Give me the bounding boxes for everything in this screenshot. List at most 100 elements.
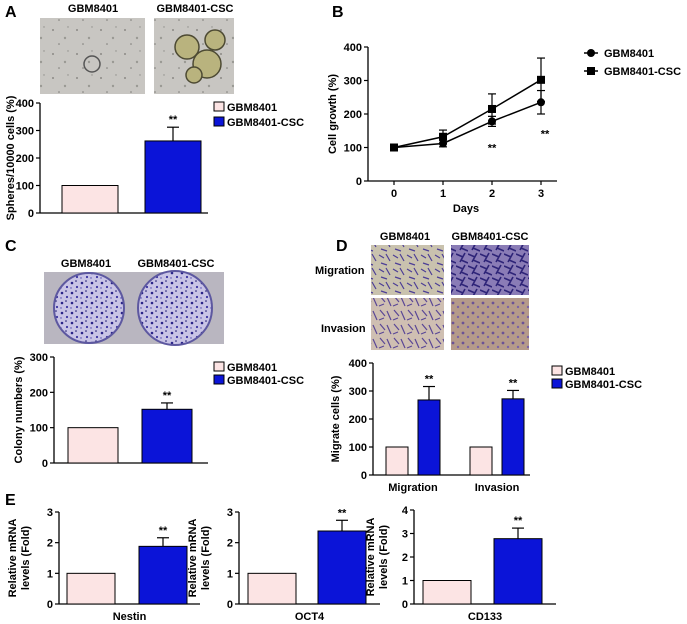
chart-b-ytick-label: 200	[344, 109, 362, 121]
chart-e-nestin-ytick-label: 0	[47, 599, 53, 611]
legend-c-label-control: GBM8401	[227, 362, 277, 374]
chart-e-nestin-ylabel: Relative mRNAlevels (Fold)	[7, 519, 32, 598]
chart-d-ticks: 0 100 200 300 400	[349, 358, 373, 482]
panel-c-label: C	[5, 238, 17, 255]
chart-a-ytick-label: 400	[16, 98, 34, 110]
chart-b-xtick-label: 3	[538, 188, 544, 200]
chart-a-bar-1	[144, 140, 202, 214]
chart-e-cd133-ytick-label: 0	[402, 599, 408, 611]
chart-e-oct4-ytick-label: 1	[227, 568, 233, 580]
chart-e-nestin-significance: **	[159, 525, 168, 537]
panel-b-label: B	[332, 4, 344, 21]
chart-c-ylabel: Colony numbers (%)	[13, 356, 25, 463]
chart-b-ytick-label: 0	[356, 176, 362, 188]
chart-e-cd133-bar-0	[422, 580, 472, 605]
chart-a-significance: **	[169, 114, 178, 126]
chart-d-significance: **	[425, 374, 434, 386]
panel-d-image-label-control: GBM8401	[380, 231, 430, 243]
chart-e-nestin-bar-1	[138, 545, 188, 605]
chart-d-ytick-label: 100	[349, 442, 367, 454]
legend-c-swatch-control	[213, 361, 225, 372]
chart-e-cd133-significance: **	[514, 515, 523, 527]
panel-c: C GBM8401 GBM8401-CSC 0 100 200 300 ** Colo…	[5, 238, 304, 470]
chart-b-series: ** **	[390, 57, 550, 154]
chart-c-ytick-label: 0	[42, 458, 48, 470]
legend-d-swatch-control	[551, 365, 563, 376]
chart-d-ytick-label: 200	[349, 414, 367, 426]
chart-e-oct4-ylabel-line: levels (Fold)	[200, 526, 212, 591]
colony-plate-csc	[137, 270, 213, 346]
sphere-image-control-sphere	[83, 55, 101, 73]
chart-b-ylabel: Cell growth (%)	[327, 74, 339, 154]
chart-a: 0 100 200 300 400 ** Spheres/10000 cells (%)	[5, 95, 208, 220]
chart-e-cd133-bar-1	[493, 538, 543, 605]
panel-a-label: A	[5, 4, 17, 21]
chart-e-nestin-xlabel: Nestin	[113, 611, 147, 623]
chart-a-ytick-label: 100	[16, 181, 34, 193]
legend-b: GBM8401 GBM8401-CSC	[584, 48, 681, 78]
chart-e-cd133-ylabel-line: levels (Fold)	[378, 525, 390, 590]
chart-b-ytick-label: 300	[344, 76, 362, 88]
chart-e-nestin-ytick-label: 2	[47, 538, 53, 550]
chart-c-ytick-label: 100	[30, 423, 48, 435]
chart-d-bar-invasion-1	[501, 398, 525, 476]
chart-d-significance: **	[509, 377, 518, 389]
panel-e-label: E	[5, 492, 16, 509]
chart-b-line-1	[393, 79, 542, 149]
chart-b-ytick-label: 100	[344, 143, 362, 155]
chart-d-ylabel: Migrate cells (%)	[330, 375, 342, 462]
chart-c-bar-1	[141, 408, 193, 464]
panel-a: A GBM8401 GBM8401-CSC 0 100 200 300 400 ** S…	[5, 3, 304, 220]
chart-b-line-0	[393, 101, 542, 149]
panel-d-row-label-invasion: Invasion	[321, 323, 366, 335]
chart-e-oct4-ytick-label: 0	[227, 599, 233, 611]
panel-c-image-label-csc: GBM8401-CSC	[137, 258, 214, 270]
chart-e-cd133-ytick-label: 1	[402, 576, 408, 588]
legend-d-label-csc: GBM8401-CSC	[565, 379, 642, 391]
chart-d-bar-invasion-0	[469, 446, 493, 476]
chart-a-ytick-label: 0	[28, 208, 34, 220]
chart-b-ytick-label: 400	[344, 42, 362, 54]
panel-b: B 0 100 200 300 400 0 1 2 3 ** ** Cell growth (%)…	[327, 4, 681, 215]
chart-e-nestin-ytick-label: 1	[47, 568, 53, 580]
panel-d-image-label-csc: GBM8401-CSC	[451, 231, 528, 243]
chart-b-xtick-label: 1	[440, 188, 446, 200]
chart-b-point-1	[537, 75, 545, 84]
chart-e-oct4-ytick-label: 2	[227, 538, 233, 550]
chart-d-xtick-label-migration: Migration	[388, 482, 438, 494]
invasion-image-csc	[451, 298, 529, 350]
legend-a-swatch-csc	[213, 116, 225, 127]
chart-c-ytick-label: 200	[30, 387, 48, 399]
migration-image-csc	[451, 245, 529, 295]
migration-image-control	[371, 245, 444, 295]
chart-b-point-1	[390, 143, 398, 152]
chart-e-cd133: 0 1 2 3 4 ** CD133 Relative mRNAlevels (Fold)	[365, 505, 556, 623]
panel-e: E 0 1 2 3 ** Nestin Relative mRNAlevels (Fold)…	[5, 492, 556, 623]
chart-e-cd133-ytick-label: 4	[402, 505, 409, 517]
legend-b-label-csc: GBM8401-CSC	[604, 66, 681, 78]
chart-b-point-1	[439, 132, 447, 141]
legend-d-label-control: GBM8401	[565, 366, 615, 378]
chart-b-significance: **	[541, 128, 550, 140]
panel-d-row-label-migration: Migration	[315, 265, 365, 277]
panel-c-image-label-control: GBM8401	[61, 258, 111, 270]
chart-a-ylabel: Spheres/10000 cells (%)	[5, 95, 17, 220]
chart-e-cd133-ylabel: Relative mRNAlevels (Fold)	[365, 518, 390, 597]
chart-a-bar-0	[61, 185, 119, 214]
chart-d-ytick-label: 400	[349, 358, 367, 370]
legend-d-swatch-csc	[551, 378, 563, 389]
chart-b-xtick-label: 2	[489, 188, 495, 200]
sphere-image-csc-spheres	[174, 29, 226, 84]
legend-a-label-control: GBM8401	[227, 102, 277, 114]
chart-c-ytick-label: 300	[30, 352, 48, 364]
legend-a-swatch-control	[213, 101, 225, 112]
chart-b-point-1	[488, 104, 496, 113]
legend-a-label-csc: GBM8401-CSC	[227, 117, 304, 129]
chart-e-oct4-ytick-label: 3	[227, 507, 233, 519]
panel-d: D GBM8401 GBM8401-CSC Migration Invasion…	[315, 231, 642, 494]
colony-plate-control	[53, 272, 125, 344]
panel-d-label: D	[336, 238, 348, 255]
